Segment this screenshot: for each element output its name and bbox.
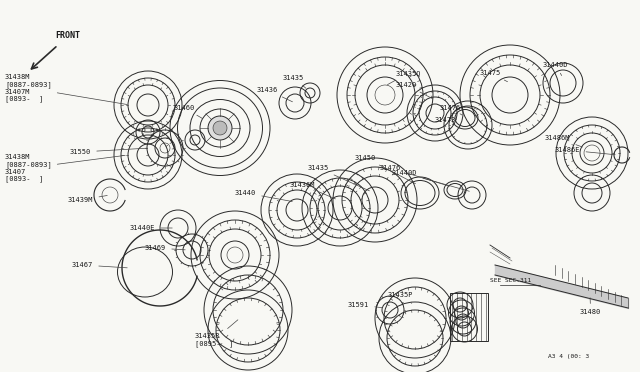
Text: 31438M
[0887-0893]
31407
[0893-  ]: 31438M [0887-0893] 31407 [0893- ] <box>5 154 125 182</box>
Text: SEE SEC.311: SEE SEC.311 <box>490 278 531 283</box>
Text: 31450: 31450 <box>355 155 415 184</box>
Text: FRONT: FRONT <box>55 31 80 40</box>
Text: 31439M: 31439M <box>68 195 108 203</box>
Text: 31440D: 31440D <box>392 170 469 191</box>
Text: 31435: 31435 <box>283 75 306 88</box>
Text: 31440D: 31440D <box>543 62 568 76</box>
Text: 31486E: 31486E <box>555 147 615 155</box>
Text: 31436M: 31436M <box>290 182 335 199</box>
Circle shape <box>213 121 227 135</box>
Text: 31435: 31435 <box>308 165 369 191</box>
Text: 31420: 31420 <box>396 82 433 99</box>
Text: 31591: 31591 <box>348 302 382 308</box>
Bar <box>450 293 488 341</box>
Text: 31467: 31467 <box>72 262 127 268</box>
Text: A3 4 (00: 3: A3 4 (00: 3 <box>548 354 589 359</box>
Text: 31550: 31550 <box>70 148 147 155</box>
Text: 31473: 31473 <box>435 117 460 128</box>
Text: 31476: 31476 <box>440 105 462 115</box>
Text: 31435Q: 31435Q <box>387 70 422 85</box>
Text: 31435P: 31435P <box>388 292 413 303</box>
Text: 31486M: 31486M <box>545 135 582 147</box>
Text: 31435R
[0895-  ]: 31435R [0895- ] <box>195 320 238 347</box>
Text: 31476: 31476 <box>380 165 449 186</box>
Text: 31460: 31460 <box>174 105 203 119</box>
Circle shape <box>208 116 232 140</box>
Text: 31475: 31475 <box>480 70 508 82</box>
Text: 31436: 31436 <box>257 87 292 102</box>
Text: 31469: 31469 <box>145 245 185 251</box>
Text: 31480: 31480 <box>580 298 601 315</box>
Text: 31438M
[0887-0893]
31407M
[0893-  ]: 31438M [0887-0893] 31407M [0893- ] <box>5 74 127 105</box>
Text: 31440: 31440 <box>235 190 292 202</box>
Text: 31440E: 31440E <box>130 225 172 231</box>
